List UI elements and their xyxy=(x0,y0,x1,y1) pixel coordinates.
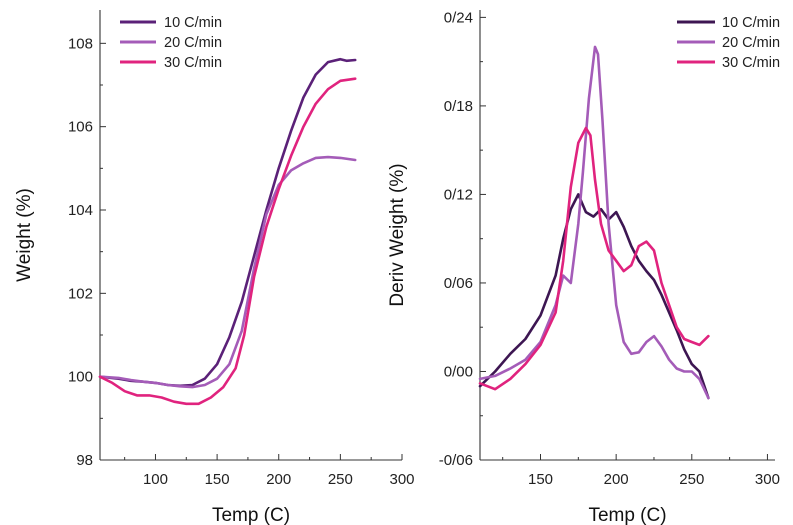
deriv-x-tick-label: 300 xyxy=(755,471,780,488)
deriv-y-tick-label: 0/06 xyxy=(444,275,473,292)
deriv-y-tick-label: 0/12 xyxy=(444,186,473,203)
weight-x-tick-label: 300 xyxy=(389,471,414,488)
deriv-x-tick-label: 250 xyxy=(679,471,704,488)
deriv-y-tick-label: 0/24 xyxy=(444,9,473,26)
weight-series-line-3 xyxy=(98,77,357,406)
deriv-x-tick-label: 150 xyxy=(528,471,553,488)
deriv-x-tick-label: 200 xyxy=(604,471,629,488)
weight-x-tick-label: 100 xyxy=(143,471,168,488)
weight-chart: 98 100 102 104 106 108 100 150 200 250 300 Temp (C)… xyxy=(14,10,415,525)
weight-y-axis-title: Weight (%) xyxy=(14,188,35,282)
weight-legend-label-2: 20 C/min xyxy=(164,35,222,51)
weight-y-tick-label: 104 xyxy=(68,202,93,219)
deriv-weight-chart: -0/06 0/00 0/06 0/12 0/18 0/24 150 200 250 300 Tem… xyxy=(387,9,780,525)
weight-y-tick-label: 108 xyxy=(68,35,93,52)
weight-x-tick-label: 200 xyxy=(266,471,291,488)
weight-x-axis-title: Temp (C) xyxy=(212,505,290,525)
deriv-series-line-3 xyxy=(478,126,710,391)
weight-y-tick-label: 98 xyxy=(76,452,93,469)
deriv-legend-label-1: 10 C/min xyxy=(722,15,780,31)
weight-y-tick-label: 106 xyxy=(68,119,93,136)
deriv-y-axis-title: Deriv Weight (%) xyxy=(387,163,408,306)
deriv-x-axis-title: Temp (C) xyxy=(588,505,666,525)
deriv-legend-label-3: 30 C/min xyxy=(722,55,780,71)
deriv-y-tick-label: 0/00 xyxy=(444,363,473,380)
weight-x-tick-label: 150 xyxy=(205,471,230,488)
deriv-y-tick-label: -0/06 xyxy=(439,452,473,469)
weight-x-tick-label: 250 xyxy=(328,471,353,488)
weight-y-tick-label: 102 xyxy=(68,285,93,302)
deriv-y-tick-label: 0/18 xyxy=(444,98,473,115)
weight-y-tick-label: 100 xyxy=(68,369,93,386)
weight-series-line-1 xyxy=(98,57,357,388)
weight-series-line-2 xyxy=(98,155,357,389)
weight-legend-label-1: 10 C/min xyxy=(164,15,222,31)
deriv-series-line-2 xyxy=(478,45,710,400)
weight-legend-label-3: 30 C/min xyxy=(164,55,222,71)
deriv-legend-label-2: 20 C/min xyxy=(722,35,780,51)
